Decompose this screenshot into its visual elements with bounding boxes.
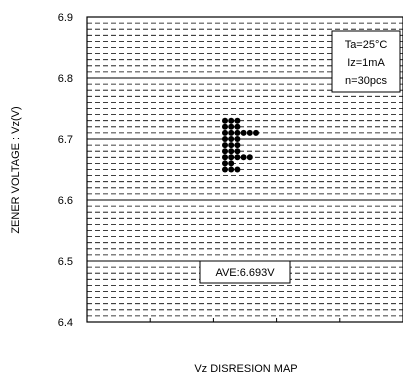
data-point [222, 136, 228, 142]
data-point [228, 154, 235, 161]
data-point [240, 154, 247, 161]
y-tick-label: 6.8 [58, 73, 73, 85]
data-point [240, 129, 247, 136]
data-point [222, 154, 228, 161]
data-point [228, 117, 235, 124]
y-tick-labels: 6.4 6.5 6.6 6.7 6.8 6.9 [58, 12, 73, 329]
y-tick-label: 6.6 [58, 195, 73, 207]
data-point [222, 142, 228, 149]
data-point [228, 136, 235, 142]
y-tick-label: 6.5 [58, 256, 73, 268]
data-point [228, 142, 235, 149]
data-point [234, 154, 241, 161]
condition-iz: Iz=1mA [347, 57, 385, 69]
data-point [246, 129, 253, 136]
data-point [228, 166, 235, 173]
data-point [234, 129, 241, 136]
data-point [234, 117, 241, 124]
y-tick-label: 6.9 [58, 12, 73, 24]
data-point [228, 148, 235, 155]
data-point [246, 154, 253, 161]
data-point [228, 129, 235, 136]
data-point [222, 160, 228, 167]
data-point [222, 148, 228, 155]
data-point [228, 160, 235, 167]
data-point [234, 136, 241, 142]
data-point [222, 166, 228, 173]
data-point [253, 129, 259, 136]
data-point [234, 166, 241, 173]
average-label: AVE:6.693V [215, 267, 275, 279]
x-axis-title: Vz DISRESION MAP [194, 363, 297, 375]
y-axis-title: ZENER VOLTAGE : Vz(V) [10, 106, 22, 233]
y-tick-label: 6.7 [58, 134, 73, 146]
condition-ta: Ta=25°C [345, 39, 388, 51]
data-point [234, 148, 241, 155]
grid-lines [87, 22, 403, 322]
data-point [228, 123, 235, 130]
y-tick-label: 6.4 [58, 317, 73, 329]
data-point [222, 117, 228, 124]
data-point [222, 129, 228, 136]
condition-n: n=30pcs [345, 75, 387, 87]
average-box: AVE:6.693V [199, 260, 291, 284]
data-points [222, 117, 259, 173]
data-point [234, 123, 241, 130]
data-point [222, 123, 228, 130]
plot-area-frame [86, 16, 403, 323]
conditions-box: Ta=25°C Iz=1mA n=30pcs [331, 30, 401, 93]
data-point [234, 142, 241, 149]
